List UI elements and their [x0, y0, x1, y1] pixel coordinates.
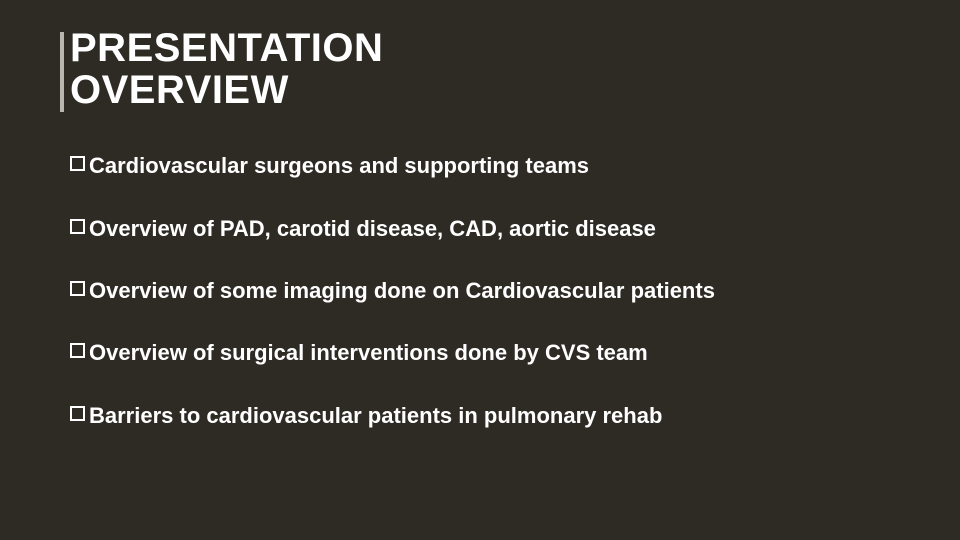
bullet-text: Overview of PAD, carotid disease, CAD, a… [89, 216, 922, 242]
bullet-item: Overview of surgical interventions done … [70, 340, 922, 366]
slide-title: PRESENTATION OVERVIEW [70, 28, 922, 111]
bullet-list: Cardiovascular surgeons and supporting t… [70, 153, 922, 429]
bullet-text: Overview of surgical interventions done … [89, 340, 922, 366]
title-block: PRESENTATION OVERVIEW [70, 28, 922, 111]
bullet-text: Cardiovascular surgeons and supporting t… [89, 153, 922, 179]
slide-title-line1: PRESENTATION [70, 26, 383, 70]
bullet-item: Barriers to cardiovascular patients in p… [70, 403, 922, 429]
slide: PRESENTATION OVERVIEW Cardiovascular sur… [0, 0, 960, 540]
square-bullet-icon [70, 156, 85, 171]
square-bullet-icon [70, 281, 85, 296]
bullet-item: Cardiovascular surgeons and supporting t… [70, 153, 922, 179]
title-accent-rule [60, 32, 64, 112]
slide-title-line2: OVERVIEW [70, 68, 289, 112]
bullet-item: Overview of PAD, carotid disease, CAD, a… [70, 216, 922, 242]
square-bullet-icon [70, 406, 85, 421]
bullet-item: Overview of some imaging done on Cardiov… [70, 278, 922, 304]
square-bullet-icon [70, 219, 85, 234]
square-bullet-icon [70, 343, 85, 358]
bullet-text: Overview of some imaging done on Cardiov… [89, 278, 922, 304]
bullet-text: Barriers to cardiovascular patients in p… [89, 403, 922, 429]
